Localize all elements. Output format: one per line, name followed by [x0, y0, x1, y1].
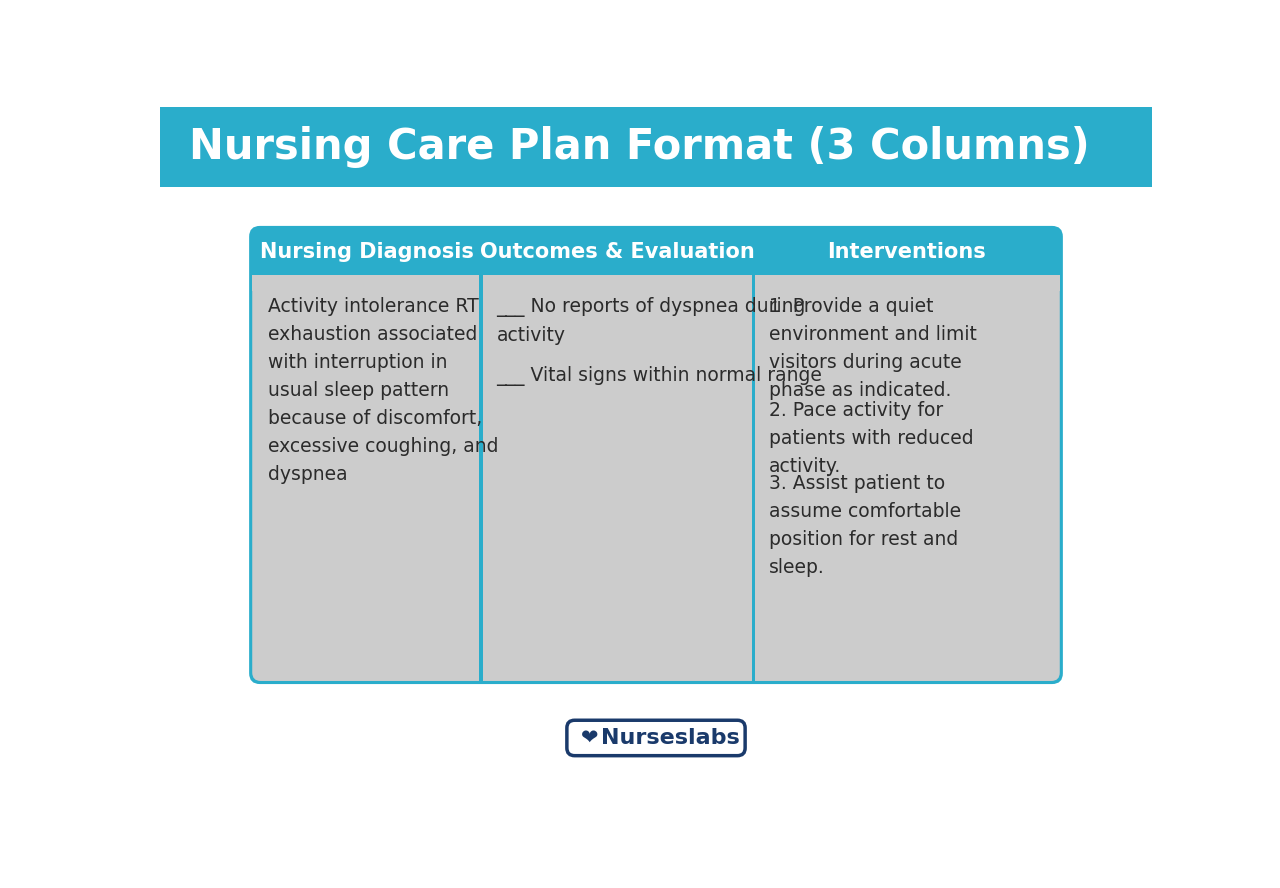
Text: Nursing Diagnosis: Nursing Diagnosis	[260, 242, 474, 262]
FancyBboxPatch shape	[252, 229, 1060, 275]
Text: Activity intolerance RT
exhaustion associated
with interruption in
usual sleep p: Activity intolerance RT exhaustion assoc…	[268, 297, 498, 484]
FancyBboxPatch shape	[252, 275, 1060, 681]
Text: ❤: ❤	[581, 728, 599, 748]
Text: Outcomes & Evaluation: Outcomes & Evaluation	[480, 242, 755, 262]
Text: 1. Provide a quiet
environment and limit
visitors during acute
phase as indicate: 1. Provide a quiet environment and limit…	[769, 297, 977, 400]
FancyBboxPatch shape	[252, 229, 1060, 275]
FancyBboxPatch shape	[753, 229, 755, 275]
Text: Nursing Care Plan Format (3 Columns): Nursing Care Plan Format (3 Columns)	[189, 126, 1091, 168]
Text: 3. Assist patient to
assume comfortable
position for rest and
sleep.: 3. Assist patient to assume comfortable …	[769, 474, 961, 577]
FancyBboxPatch shape	[252, 275, 1060, 290]
FancyBboxPatch shape	[480, 229, 483, 275]
Text: ___ Vital signs within normal range: ___ Vital signs within normal range	[497, 366, 823, 386]
Text: ___ No reports of dyspnea during
activity: ___ No reports of dyspnea during activit…	[497, 297, 806, 345]
FancyBboxPatch shape	[160, 107, 1152, 187]
FancyBboxPatch shape	[250, 226, 1062, 684]
FancyBboxPatch shape	[753, 275, 755, 681]
Text: 2. Pace activity for
patients with reduced
activity.: 2. Pace activity for patients with reduc…	[769, 400, 974, 476]
FancyBboxPatch shape	[480, 275, 483, 681]
Text: Interventions: Interventions	[827, 242, 986, 262]
Text: Nurseslabs: Nurseslabs	[600, 728, 740, 748]
FancyBboxPatch shape	[567, 720, 745, 756]
